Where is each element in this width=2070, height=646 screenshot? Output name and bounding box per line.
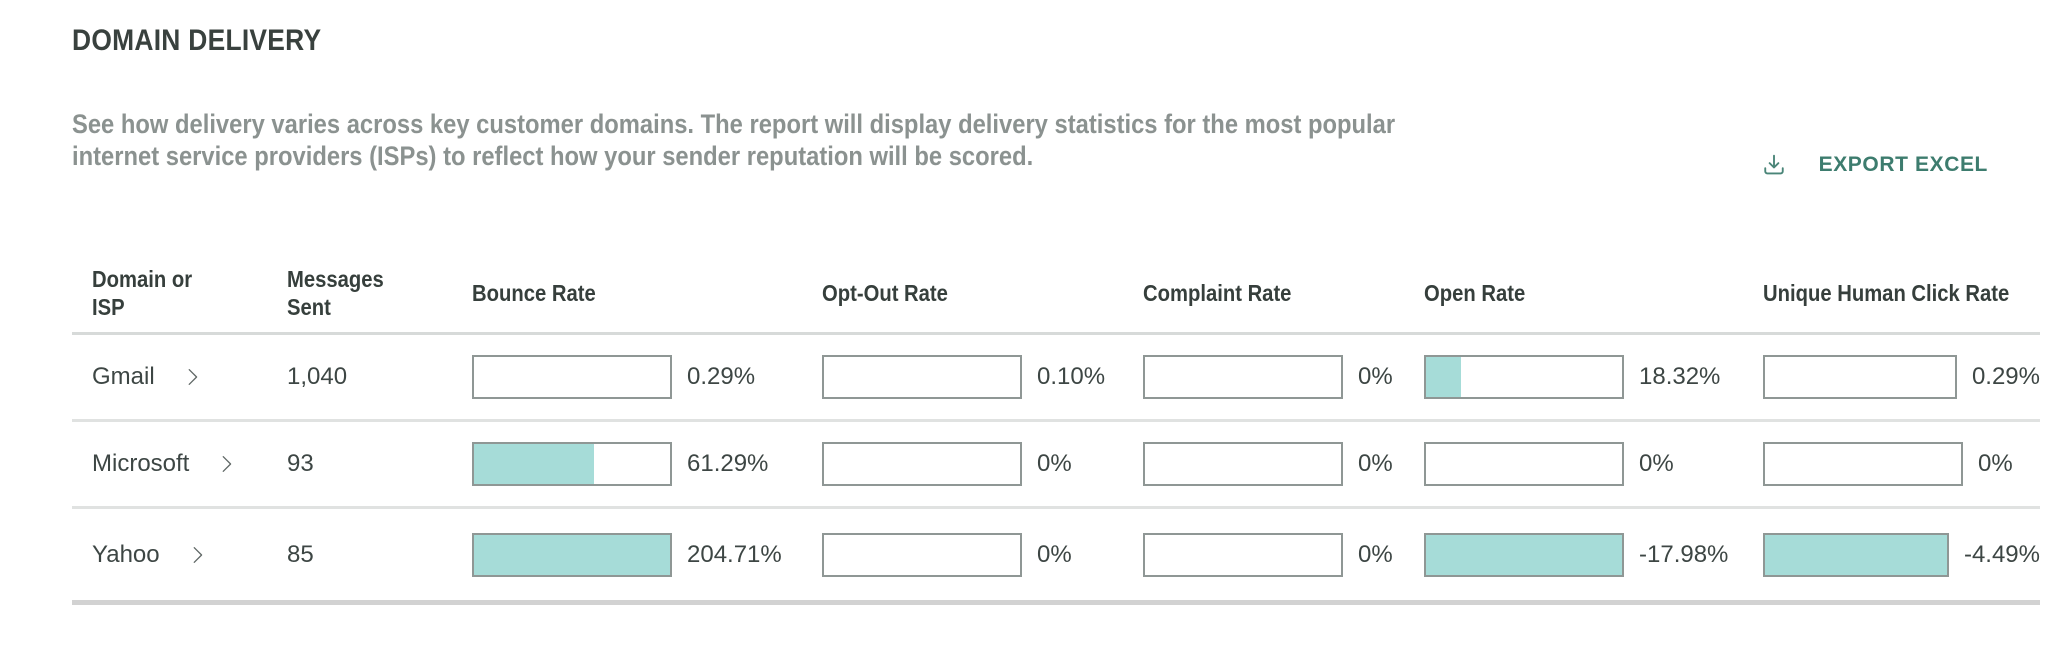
domain-label: Yahoo [92,540,160,568]
domain-label: Microsoft [92,450,190,477]
bounce-rate-metric: 0.29% [472,355,822,399]
download-icon [1759,150,1789,180]
bounce-rate-value: 204.71% [687,540,782,568]
page-description: See how delivery varies across key custo… [72,108,1576,172]
bounce-rate-value: 61.29% [687,450,769,477]
unique-human-click-rate-meter [1763,355,1957,399]
description-line-2: internet service providers (ISPs) to ref… [72,141,1034,171]
messages-sent-value: 93 [287,450,314,477]
complaint-rate-metric: 0% [1143,355,1424,399]
messages-sent-value: 1,040 [287,363,348,390]
table-header-row: Domain or ISP Messages Sent Bounce Rate … [72,253,2040,335]
open-rate-meter [1424,355,1624,399]
opt-out-rate-meter [822,355,1022,399]
opt-out-rate-meter [822,442,1022,486]
complaint-rate-value: 0% [1358,540,1393,568]
opt-out-rate-metric: 0.10% [822,355,1143,399]
complaint-rate-meter [1143,442,1343,486]
opt-out-rate-meter [822,532,1022,577]
open-rate-metric: 0% [1424,442,1763,486]
column-header-open-rate: Open Rate [1424,279,1526,306]
unique-human-click-rate-meter [1763,532,1949,577]
complaint-rate-value: 0% [1358,363,1393,390]
chevron-right-icon [181,366,203,388]
opt-out-rate-value: 0% [1037,450,1072,477]
table-row-microsoft: Microsoft 93 61.29% 0% 0% 0% [72,422,2040,509]
open-rate-value: 0% [1639,450,1674,477]
opt-out-rate-value: 0.10% [1037,363,1106,390]
domain-link-microsoft[interactable]: Microsoft [72,450,287,478]
meter-fill [1765,534,1947,575]
meter-fill [1426,534,1622,575]
unique-human-click-rate-metric: 0% [1763,442,2040,486]
column-header-bounce-rate: Bounce Rate [472,279,596,306]
complaint-rate-metric: 0% [1143,532,1424,577]
open-rate-meter [1424,442,1624,486]
domain-link-gmail[interactable]: Gmail [72,363,287,391]
unique-human-click-rate-metric: 0.29% [1763,355,2040,399]
meter-fill [1426,357,1462,397]
bounce-rate-metric: 204.71% [472,532,822,577]
open-rate-meter [1424,532,1624,577]
chevron-right-icon [215,453,237,475]
column-header-messages-sent: Messages Sent [287,265,384,320]
column-header-unique-human-click-rate: Unique Human Click Rate [1763,279,2010,306]
open-rate-metric: 18.32% [1424,355,1763,399]
domain-link-yahoo[interactable]: Yahoo [72,541,287,569]
complaint-rate-value: 0% [1358,450,1393,477]
open-rate-metric: -17.98% [1424,532,1763,577]
complaint-rate-metric: 0% [1143,442,1424,486]
opt-out-rate-metric: 0% [822,532,1143,577]
chevron-right-icon [186,544,208,566]
open-rate-value: 18.32% [1639,363,1721,390]
complaint-rate-meter [1143,532,1343,577]
meter-fill [474,534,670,575]
unique-human-click-rate-value: 0.29% [1971,363,2040,390]
unique-human-click-rate-value: -4.49% [1963,540,2040,568]
bounce-rate-meter [472,355,672,399]
domain-label: Gmail [92,363,155,390]
meter-fill [474,444,594,484]
bounce-rate-meter [472,442,672,486]
domain-delivery-table: Domain or ISP Messages Sent Bounce Rate … [72,253,2040,605]
messages-sent-value: 85 [287,540,314,568]
opt-out-rate-value: 0% [1037,540,1072,568]
opt-out-rate-metric: 0% [822,442,1143,486]
column-header-complaint-rate: Complaint Rate [1143,279,1292,306]
unique-human-click-rate-metric: -4.49% [1763,532,2040,577]
complaint-rate-meter [1143,355,1343,399]
column-header-opt-out-rate: Opt-Out Rate [822,279,948,306]
bounce-rate-value: 0.29% [687,363,756,390]
description-line-1: See how delivery varies across key custo… [72,109,1396,139]
column-header-domain-or-isp: Domain or ISP [92,265,193,320]
export-excel-label: EXPORT EXCEL [1818,153,1988,176]
bounce-rate-metric: 61.29% [472,442,822,486]
export-excel-button[interactable]: EXPORT EXCEL [1759,150,1988,180]
unique-human-click-rate-value: 0% [1978,450,2013,477]
table-row-gmail: Gmail 1,040 0.29% 0.10% 0% 18.32% [72,335,2040,422]
page-title: DOMAIN DELIVERY [72,24,322,57]
unique-human-click-rate-meter [1763,442,1963,486]
table-row-yahoo: Yahoo 85 204.71% 0% 0% -17.98% [72,509,2040,605]
open-rate-value: -17.98% [1639,540,1729,568]
bounce-rate-meter [472,532,672,577]
